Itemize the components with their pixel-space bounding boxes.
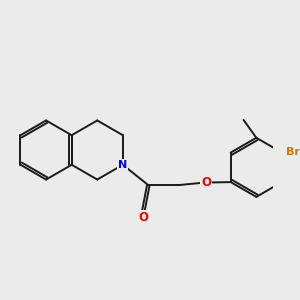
Text: O: O xyxy=(201,176,212,189)
Text: N: N xyxy=(118,160,128,170)
Text: Br: Br xyxy=(286,146,300,157)
Text: O: O xyxy=(138,211,148,224)
